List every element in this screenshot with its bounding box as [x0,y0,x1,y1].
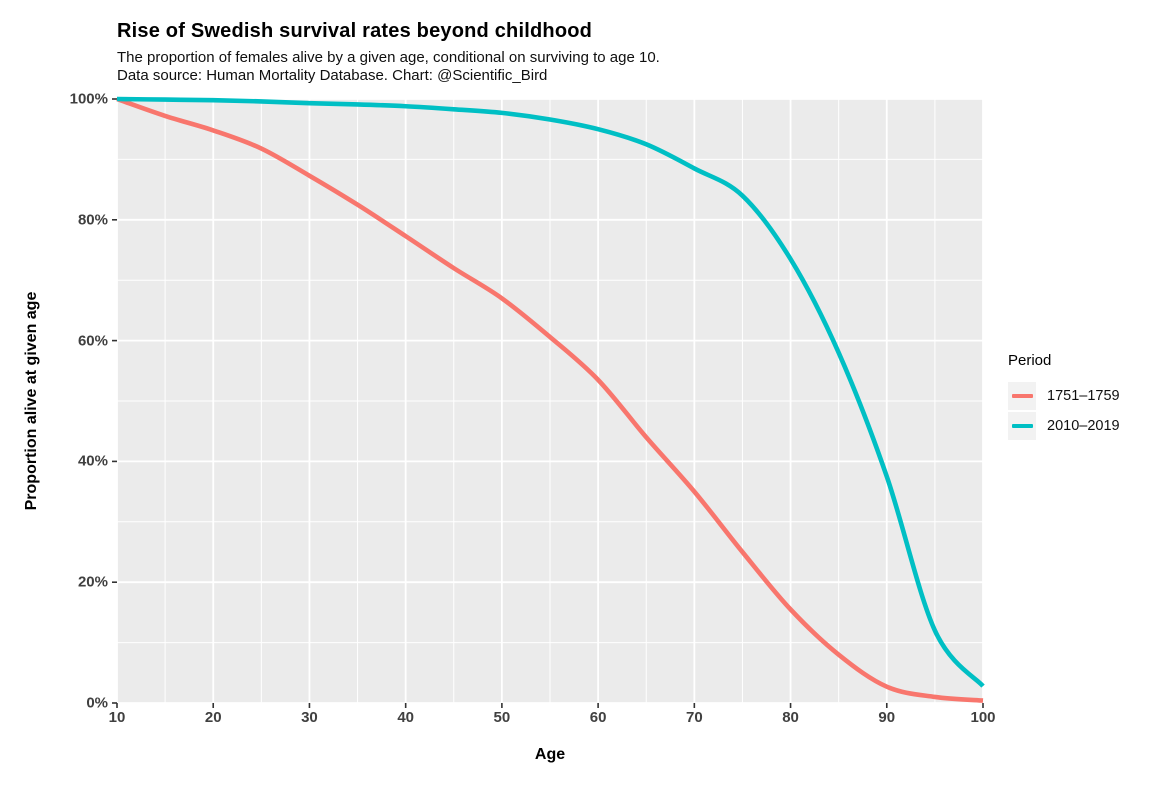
y-tick-label: 100% [69,90,108,108]
legend-line-icon [1011,424,1033,428]
legend-item: 2010–2019 [1008,412,1150,440]
legend-item-label: 2010–2019 [1047,418,1120,434]
chart-subtitle-line-2: Data source: Human Mortality Database. C… [117,67,548,84]
legend-title: Period [1008,352,1052,369]
y-axis-title: Proportion alive at given age [23,291,40,511]
x-tick-label: 30 [301,709,318,726]
legend-key-swatch [1008,382,1036,410]
legend-item: 1751–1759 [1008,382,1150,410]
x-tick-label: 50 [493,709,511,726]
x-tick-label: 70 [685,709,703,726]
y-tick-label: 20% [77,573,108,591]
y-tick-label: 0% [86,694,108,712]
chart-subtitle-line-1: The proportion of females alive by a giv… [117,49,660,66]
y-tick-label: 40% [77,452,108,470]
x-tick-label: 20 [204,709,222,726]
legend-key-swatch [1008,412,1036,440]
x-tick-label: 80 [782,709,799,726]
legend-item-label: 1751–1759 [1047,388,1120,404]
y-tick-label: 60% [77,332,108,350]
chart-title: Rise of Swedish survival rates beyond ch… [117,20,593,42]
series-line-1 [116,96,985,688]
legend: Period 1751–1759 2010–2019 [1008,352,1150,442]
x-axis-title: Age [534,746,566,763]
x-tick-label: 10 [108,709,126,726]
x-tick-label: 90 [878,709,896,726]
y-tick-label: 80% [77,211,108,229]
x-tick-label: 60 [589,709,607,726]
x-tick-label: 40 [397,709,414,726]
x-tick-label: 100 [970,709,996,726]
legend-line-icon [1011,394,1033,398]
series-line-0 [116,96,984,703]
